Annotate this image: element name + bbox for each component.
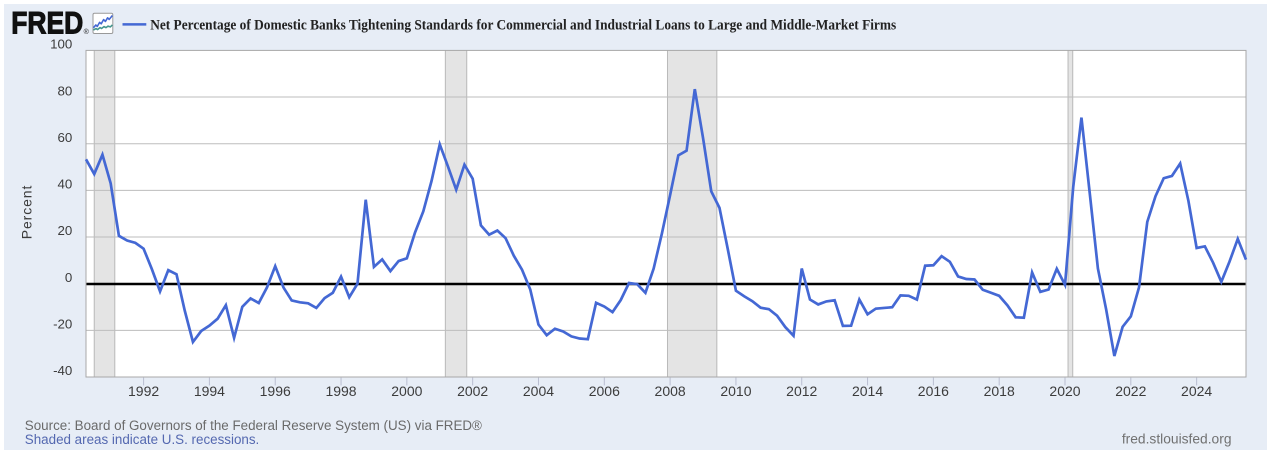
svg-text:2014: 2014 <box>852 383 883 399</box>
svg-text:1992: 1992 <box>128 383 159 399</box>
svg-text:60: 60 <box>58 130 73 145</box>
svg-text:80: 80 <box>58 83 73 98</box>
svg-text:2000: 2000 <box>391 383 422 399</box>
svg-text:fred.stlouisfed.org: fred.stlouisfed.org <box>1122 432 1232 447</box>
svg-text:2006: 2006 <box>589 383 620 399</box>
svg-text:1994: 1994 <box>194 383 225 399</box>
svg-text:Percent: Percent <box>18 185 34 240</box>
svg-text:40: 40 <box>58 177 73 192</box>
svg-text:1998: 1998 <box>325 383 356 399</box>
svg-text:Net Percentage of Domestic Ban: Net Percentage of Domestic Banks Tighten… <box>150 18 896 34</box>
svg-text:2024: 2024 <box>1181 383 1212 399</box>
svg-text:Shaded areas indicate U.S. rec: Shaded areas indicate U.S. recessions. <box>25 432 259 447</box>
svg-text:2004: 2004 <box>523 383 554 399</box>
svg-text:2018: 2018 <box>984 383 1015 399</box>
svg-text:®: ® <box>84 28 90 36</box>
svg-text:-20: -20 <box>53 317 72 332</box>
svg-text:2020: 2020 <box>1049 383 1080 399</box>
svg-text:20: 20 <box>58 223 73 238</box>
svg-text:FRED: FRED <box>11 5 83 41</box>
svg-text:1996: 1996 <box>260 383 291 399</box>
svg-text:2022: 2022 <box>1115 383 1146 399</box>
svg-text:Source: Board of Governors of: Source: Board of Governors of the Federa… <box>25 418 482 433</box>
svg-text:-40: -40 <box>53 363 72 378</box>
svg-text:2010: 2010 <box>720 383 751 399</box>
svg-text:2008: 2008 <box>655 383 686 399</box>
svg-text:2002: 2002 <box>457 383 488 399</box>
svg-text:2012: 2012 <box>786 383 817 399</box>
svg-text:0: 0 <box>65 270 72 285</box>
svg-text:2016: 2016 <box>918 383 949 399</box>
svg-text:100: 100 <box>50 37 72 52</box>
